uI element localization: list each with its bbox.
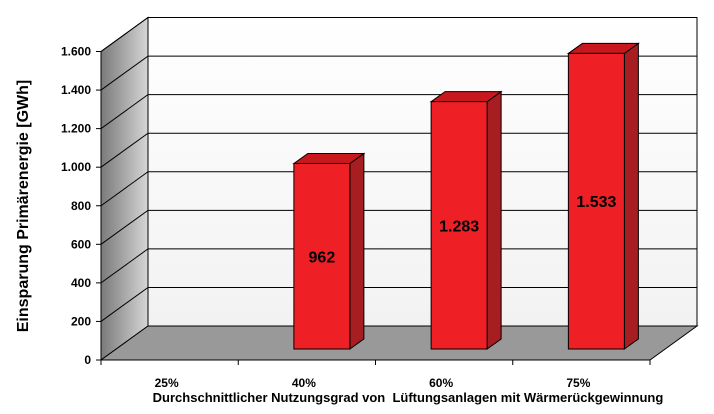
y-tick-label: 1.400 — [61, 83, 91, 97]
x-axis-ticks: 25% 40% 60% 75% — [100, 359, 651, 390]
bar — [292, 152, 366, 350]
y-axis-title: Einsparung Primärenergie [GWh] — [15, 80, 32, 332]
data-label: 1.533 — [576, 194, 616, 211]
bar-side — [623, 42, 639, 350]
gridline — [100, 17, 697, 52]
gridline — [100, 171, 697, 207]
y-axis-ticks: 0 200 400 600 800 1.000 1.200 1.400 1.600 — [61, 45, 102, 367]
x-tick-label: 40% — [292, 376, 316, 390]
bars — [292, 42, 640, 350]
gridline — [100, 55, 697, 91]
bar-side — [486, 90, 502, 350]
bar-front — [567, 52, 625, 350]
bar — [566, 42, 640, 350]
x-tick-label: 75% — [566, 376, 590, 390]
x-axis-title: Durchschnittlicher Nutzungsgrad von Lüft… — [153, 390, 664, 405]
gridline — [100, 248, 697, 284]
gridlines — [100, 17, 697, 322]
y-tick-label: 0 — [84, 353, 91, 367]
y-tick-label: 1.600 — [61, 45, 91, 59]
y-tick-label: 400 — [71, 276, 91, 290]
x-tick-label: 60% — [429, 376, 453, 390]
data-label: 1.283 — [439, 218, 479, 235]
gridline — [100, 209, 697, 245]
data-labels: 962 1.283 1.533 — [309, 194, 617, 266]
data-label: 962 — [309, 249, 336, 266]
gridline — [100, 94, 697, 130]
y-tick-label: 600 — [71, 237, 91, 251]
y-tick-label: 1.200 — [61, 122, 91, 136]
x-tick-label: 25% — [155, 376, 179, 390]
y-tick-label: 200 — [71, 314, 91, 328]
bar — [429, 90, 503, 350]
y-tick-label: 800 — [71, 199, 91, 213]
y-tick-label: 1.000 — [61, 160, 91, 174]
gridline — [100, 132, 697, 168]
gridline — [100, 286, 697, 322]
bar-front — [430, 101, 488, 350]
bar-front — [293, 163, 351, 350]
bar-side — [349, 152, 365, 350]
